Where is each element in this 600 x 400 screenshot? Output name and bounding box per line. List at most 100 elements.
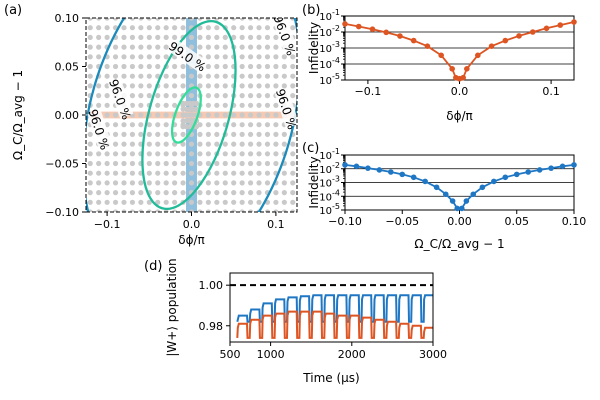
- grid-point-dense: [193, 106, 200, 112]
- grid-point: [281, 190, 287, 196]
- grid-point: [197, 160, 203, 167]
- grid-point: [79, 122, 84, 127]
- grid-point: [138, 83, 144, 89]
- grid-point: [299, 74, 304, 79]
- grid-point: [129, 73, 136, 79]
- grid-point: [239, 54, 245, 60]
- grid-point: [214, 63, 220, 70]
- data-point: [559, 163, 566, 170]
- axes-frame-d: [229, 272, 434, 343]
- grid-point: [87, 25, 93, 31]
- grid-point: [138, 93, 144, 99]
- grid-point: [222, 83, 228, 89]
- grid-point: [188, 73, 195, 79]
- grid-point: [129, 34, 136, 41]
- grid-point: [256, 25, 262, 31]
- grid-point: [129, 141, 136, 147]
- grid-point: [197, 209, 203, 212]
- grid-point: [163, 141, 169, 147]
- grid-point: [264, 25, 271, 31]
- contour-line: [170, 86, 202, 144]
- y-tick-label: 10-4: [319, 56, 340, 71]
- grid-point: [247, 122, 254, 128]
- x-tick-label: −0.10: [328, 215, 362, 228]
- grid-point: [112, 190, 119, 196]
- data-point: [491, 178, 497, 185]
- grid-point: [222, 170, 228, 176]
- grid-point: [264, 160, 271, 167]
- grid-point: [256, 170, 262, 176]
- grid-point: [155, 199, 161, 205]
- grid-point: [104, 93, 110, 99]
- data-point: [449, 66, 455, 72]
- grid-point: [214, 34, 220, 41]
- grid-point: [129, 170, 136, 176]
- y-tick-label: 0.98: [199, 320, 224, 333]
- y-tick-label: 10-3: [319, 175, 340, 190]
- grid-point: [146, 34, 152, 41]
- y-tick-label: 10-2: [319, 161, 340, 176]
- grid-point: [87, 73, 93, 79]
- grid-point: [290, 160, 296, 167]
- grid-point: [290, 93, 296, 99]
- grid-point: [281, 54, 287, 60]
- grid-point: [79, 151, 84, 156]
- grid-point: [146, 63, 152, 70]
- grid-point-dense: [193, 100, 200, 106]
- contour-label-background: [169, 39, 207, 73]
- grid-point: [129, 151, 136, 157]
- grid-point: [214, 141, 220, 147]
- grid-point: [129, 54, 136, 60]
- grid-point: [180, 141, 186, 147]
- grid-point: [273, 44, 279, 50]
- grid-point: [163, 170, 169, 176]
- grid-point: [121, 151, 127, 157]
- x-tick-label: 500: [220, 348, 241, 361]
- panel-b-infidelity-vs-phase: 10-510-410-310-210-1 −0.1 0.0 0.1 Infidelity…: [307, 8, 577, 123]
- grid-point: [239, 44, 245, 50]
- grid-point: [231, 160, 237, 167]
- grid-point: [222, 34, 228, 41]
- contour-label-background: [272, 18, 297, 55]
- grid-point: [239, 93, 245, 99]
- grid-point: [247, 25, 254, 31]
- grid-point: [155, 25, 161, 31]
- grid-point: [172, 73, 178, 79]
- grid-point: [112, 160, 119, 167]
- grid-point: [247, 18, 254, 21]
- grid-point: [231, 180, 237, 186]
- grid-point: [138, 73, 144, 79]
- grid-point: [239, 112, 245, 118]
- grid-point: [214, 73, 220, 79]
- data-point: [449, 198, 456, 204]
- grid-point: [121, 131, 127, 137]
- grid-point: [239, 180, 245, 186]
- grid-point: [188, 44, 195, 50]
- grid-point: [299, 93, 304, 98]
- grid-point: [112, 44, 119, 50]
- grid-point: [205, 102, 211, 108]
- grid-point: [256, 131, 262, 137]
- grid-point: [299, 45, 304, 50]
- grid-point: [129, 131, 136, 137]
- grid-point: [197, 18, 203, 21]
- x-tick-label: −0.1: [94, 218, 121, 231]
- data-point: [438, 52, 444, 59]
- grid-point: [205, 180, 211, 186]
- grid-point: [146, 73, 152, 79]
- panel-label-b: (b): [302, 3, 320, 18]
- data-point: [557, 22, 564, 28]
- grid-point: [155, 18, 161, 21]
- grid-point: [180, 180, 186, 186]
- grid-point: [231, 170, 237, 176]
- grid-point: [180, 151, 186, 157]
- grid-point: [96, 170, 102, 176]
- grid-point: [138, 18, 144, 21]
- data-point: [365, 165, 371, 171]
- y-tick-label: −0.05: [45, 158, 79, 171]
- data-point: [458, 205, 465, 212]
- grid-point: [214, 131, 220, 137]
- grid-point: [222, 160, 228, 167]
- series-line: [344, 21, 575, 80]
- grid-point: [180, 73, 186, 79]
